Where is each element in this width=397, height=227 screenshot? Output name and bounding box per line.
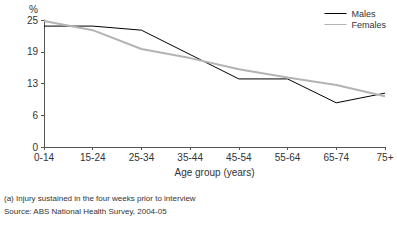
svg-text:0: 0 (32, 141, 38, 153)
svg-text:6: 6 (32, 110, 38, 121)
svg-text:Females: Females (351, 20, 386, 30)
svg-text:%: % (29, 4, 38, 15)
svg-text:35-44: 35-44 (177, 152, 203, 163)
svg-text:55-64: 55-64 (275, 152, 301, 163)
svg-text:45-54: 45-54 (226, 152, 252, 163)
svg-text:25-34: 25-34 (129, 152, 155, 163)
svg-text:0-14: 0-14 (34, 152, 54, 163)
svg-text:15-24: 15-24 (80, 152, 106, 163)
svg-text:19: 19 (27, 46, 39, 57)
svg-text:Source: ABS National Health Su: Source: ABS National Health Survey, 2004… (4, 207, 167, 216)
svg-text:13: 13 (27, 78, 39, 89)
svg-text:(a) Injury sustained in the fo: (a) Injury sustained in the four weeks p… (4, 194, 196, 203)
svg-text:25: 25 (27, 15, 39, 26)
svg-text:65-74: 65-74 (323, 152, 349, 163)
svg-text:75+: 75+ (377, 152, 394, 163)
svg-text:Age group (years): Age group (years) (174, 167, 254, 178)
svg-text:Males: Males (351, 9, 376, 19)
